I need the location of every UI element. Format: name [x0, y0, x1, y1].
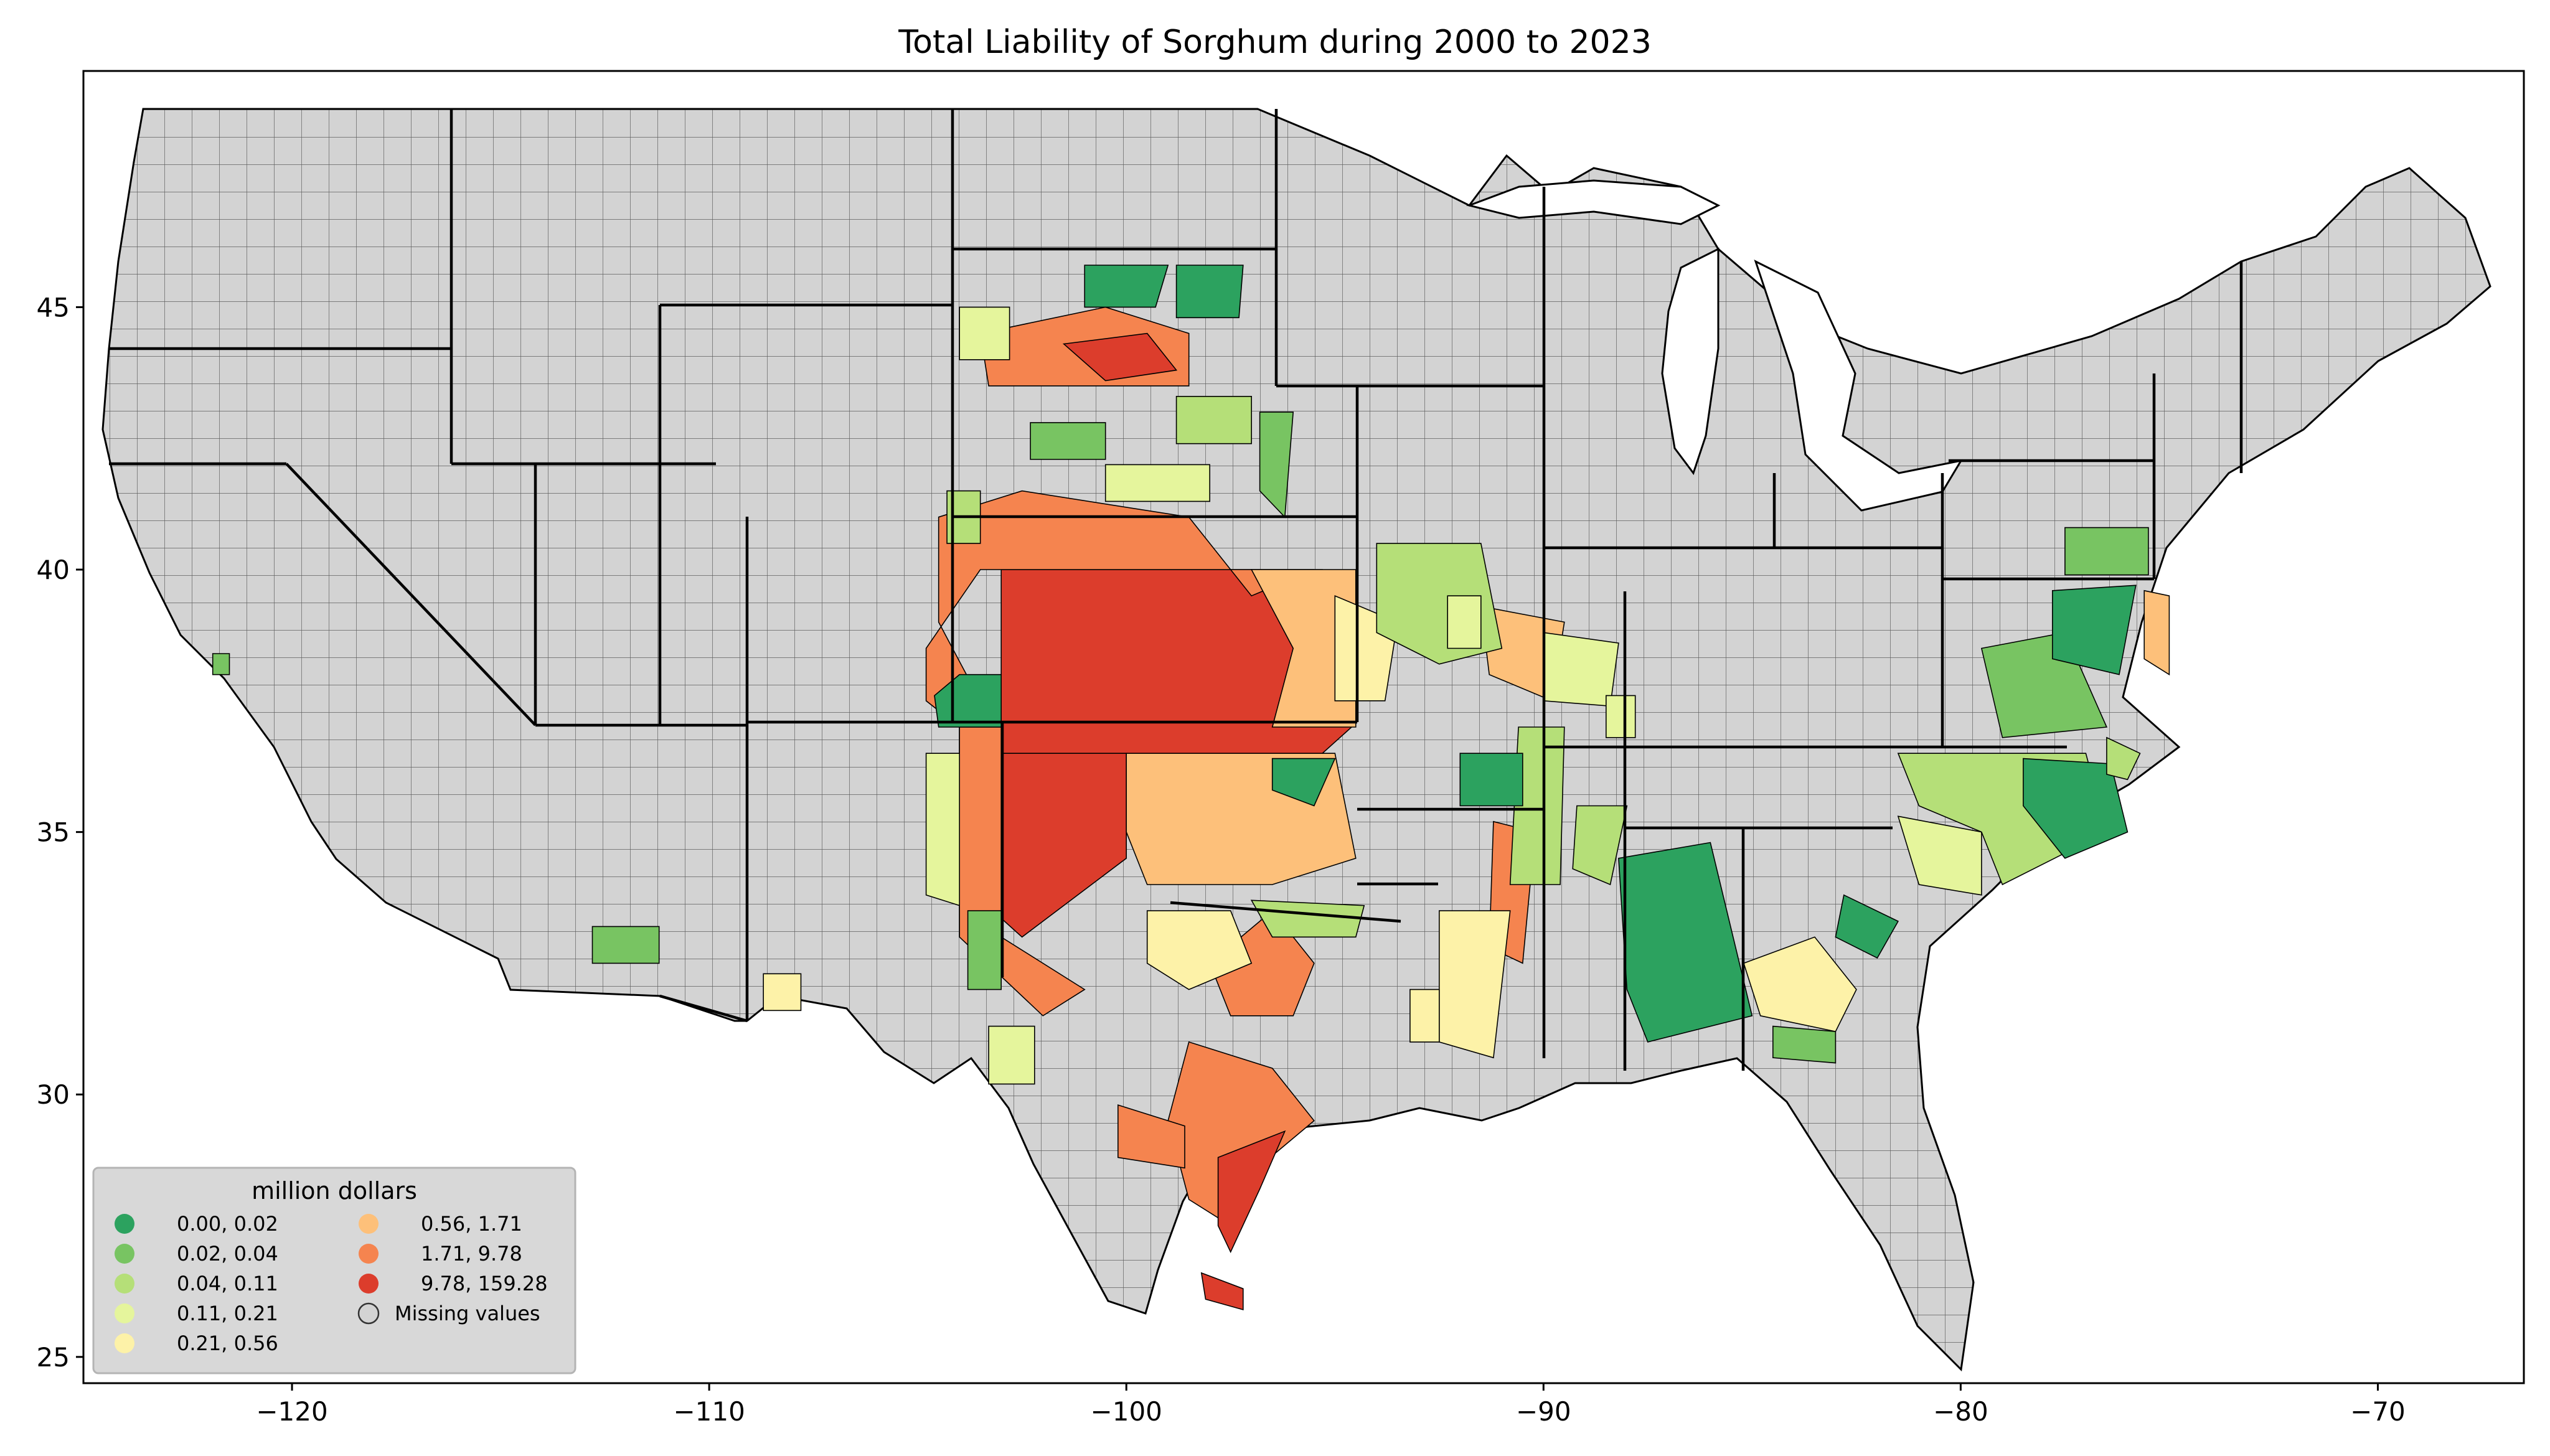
lake-michigan [1661, 247, 1720, 476]
x-axis: −120 −110 −100 −90 −80 −70 [256, 1383, 2406, 1427]
legend-label: 0.21, 0.56 [177, 1332, 278, 1355]
region-class-7 [1217, 1130, 1286, 1254]
region-class-3 [988, 1025, 1035, 1085]
legend-swatch [115, 1303, 134, 1323]
region-class-3 [959, 306, 1010, 360]
legend: million dollars 0.00, 0.02 0.02, 0.04 0.04… [92, 1167, 576, 1374]
legend-swatch [359, 1274, 379, 1294]
y-tick-label: 35 [37, 817, 70, 848]
region-class-0 [1175, 265, 1244, 319]
region-class-3 [1447, 595, 1482, 649]
legend-box [92, 1167, 576, 1374]
legend-label: 1.71, 9.78 [421, 1242, 522, 1266]
x-tick-label: −120 [256, 1396, 327, 1427]
x-tick-label: −90 [1516, 1396, 1571, 1427]
plot-area [101, 108, 2491, 1372]
legend-label: 0.00, 0.02 [177, 1212, 278, 1236]
legend-title: million dollars [252, 1177, 417, 1205]
state-borders [109, 109, 2243, 1071]
y-axis: 25 30 35 40 45 [37, 292, 83, 1373]
region-class-1 [967, 910, 1002, 990]
legend-items: 0.00, 0.02 0.02, 0.04 0.04, 0.11 0.11, 0.21… [115, 1212, 548, 1355]
legend-label: 0.56, 1.71 [421, 1212, 522, 1236]
county-regions [212, 265, 2170, 1311]
x-tick-label: −110 [673, 1396, 745, 1427]
plot-frame [82, 70, 2525, 1384]
x-tick-label: −70 [2350, 1396, 2406, 1427]
region-class-1 [2064, 527, 2149, 576]
region-class-0 [2023, 758, 2129, 859]
y-tick-label: 25 [37, 1342, 70, 1373]
x-tick-label: −80 [1933, 1396, 1988, 1427]
y-tick-label: 40 [37, 555, 70, 585]
legend-swatch [115, 1274, 134, 1294]
region-class-2 [1175, 395, 1252, 444]
region-class-7 [1062, 332, 1178, 382]
region-class-4 [1146, 910, 1253, 990]
region-class-5 [2143, 589, 2170, 676]
legend-swatch [359, 1214, 379, 1234]
legend-swatch [115, 1333, 134, 1353]
region-class-0 [2052, 585, 2137, 675]
map-title: Total Liability of Sorghum during 2000 t… [898, 24, 1652, 61]
region-class-4 [1743, 936, 1857, 1033]
x-tick-label: −100 [1091, 1396, 1162, 1427]
legend-swatch [359, 1244, 379, 1264]
legend-swatch [357, 1302, 380, 1325]
region-class-0 [1084, 265, 1169, 308]
region-class-1 [591, 926, 660, 964]
region-class-2 [1250, 899, 1365, 938]
legend-label: 0.02, 0.04 [177, 1242, 278, 1266]
region-class-3 [1104, 464, 1210, 502]
region-class-1 [212, 653, 230, 675]
legend-label: 0.04, 0.11 [177, 1272, 278, 1295]
legend-swatch [115, 1244, 134, 1264]
region-class-4 [1409, 989, 1440, 1043]
region-class-0 [1459, 753, 1523, 807]
region-class-3 [1543, 632, 1619, 707]
region-class-3 [925, 753, 960, 906]
region-class-2 [1509, 726, 1565, 885]
region-class-1 [1772, 1025, 1837, 1064]
region-class-0 [1835, 894, 1899, 959]
region-class-3 [1897, 815, 1982, 896]
region-class-0 [1271, 758, 1336, 807]
region-class-5 [1250, 569, 1357, 728]
region-class-4 [763, 973, 802, 1012]
region-class-3 [1606, 695, 1636, 738]
legend-label: 9.78, 159.28 [421, 1272, 548, 1295]
y-tick-label: 45 [37, 292, 70, 322]
region-class-7 [1200, 1272, 1244, 1311]
legend-label: Missing values [395, 1302, 540, 1325]
region-class-1 [1030, 422, 1106, 460]
region-class-2 [2106, 736, 2141, 781]
region-class-2 [1572, 805, 1628, 886]
legend-label: 0.11, 0.21 [177, 1302, 278, 1325]
y-tick-label: 30 [37, 1079, 70, 1110]
legend-swatch [115, 1214, 134, 1234]
region-class-6 [1117, 1104, 1185, 1169]
